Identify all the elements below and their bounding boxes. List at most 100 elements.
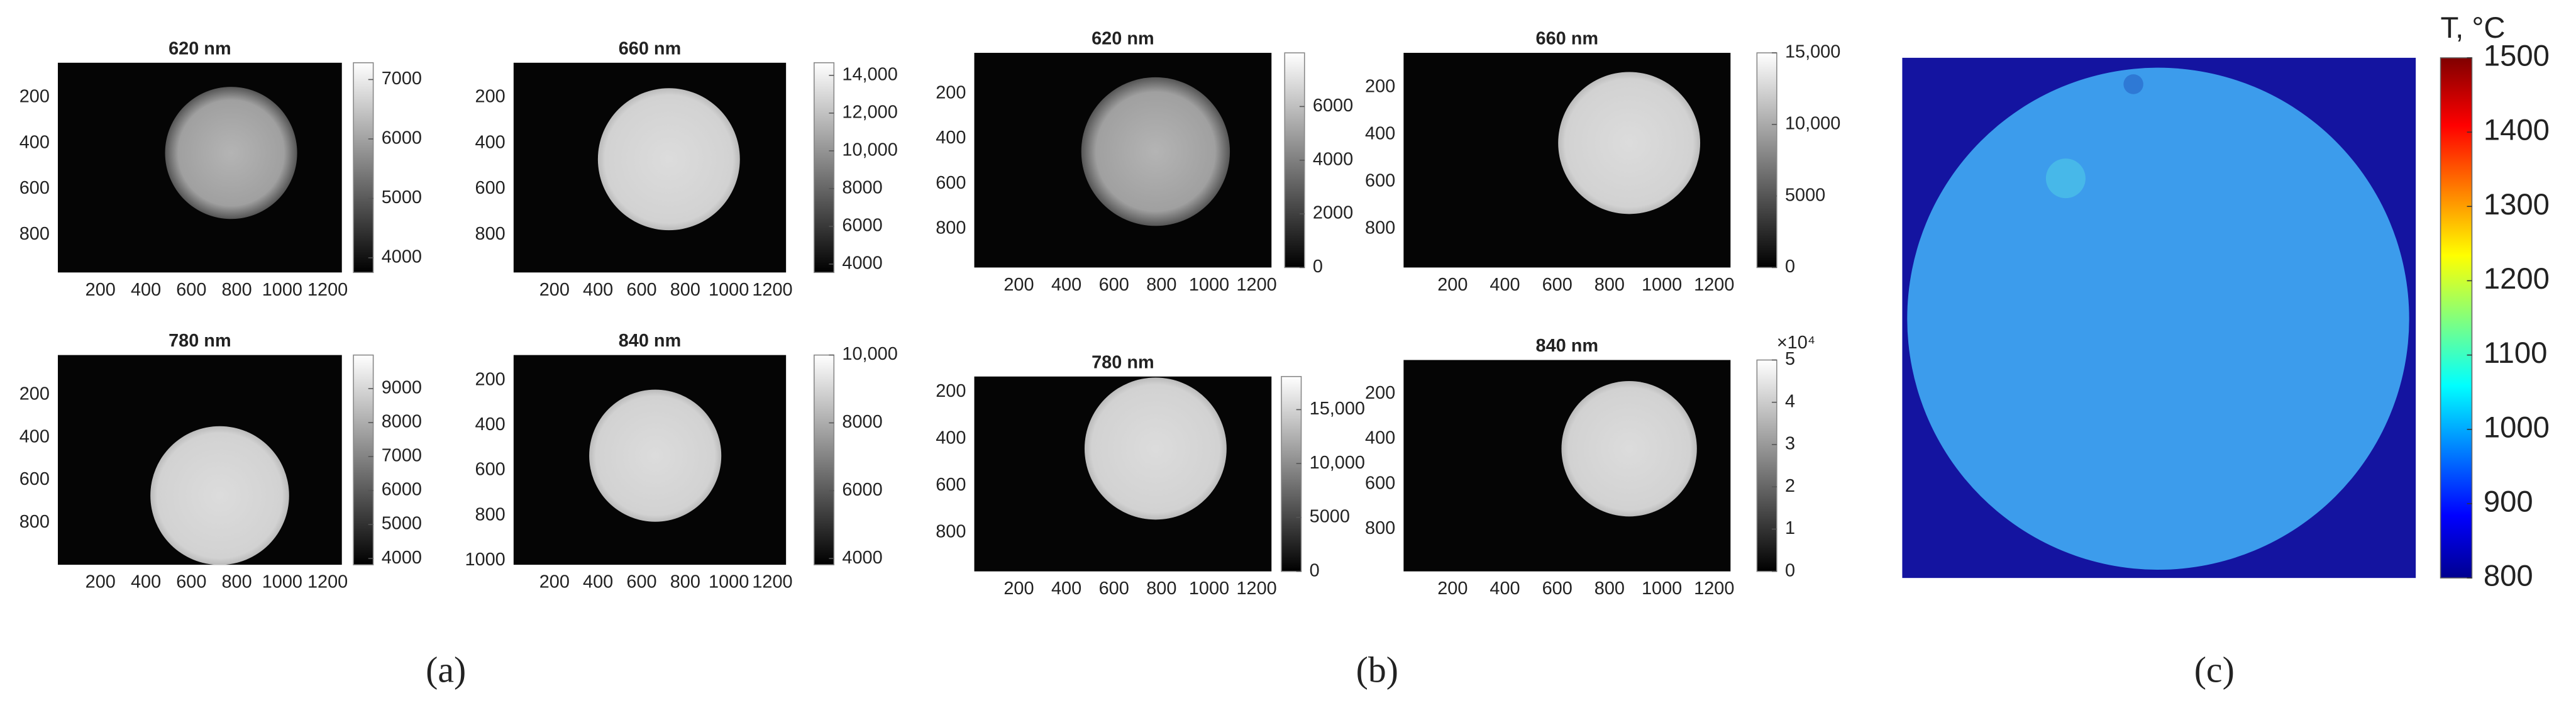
x-tick-label: 1200 xyxy=(1694,579,1734,599)
colorbar-tick-label: 9000 xyxy=(382,378,422,398)
x-tick-label: 1200 xyxy=(752,280,792,300)
x-tick-label: 1000 xyxy=(709,280,749,300)
x-tick-label: 1200 xyxy=(307,572,348,592)
y-tick-label: 600 xyxy=(936,173,966,193)
colorbar-tick-label: 6000 xyxy=(842,480,882,500)
colorbar-tick-label: 1000 xyxy=(2484,411,2550,444)
y-tick-label: 200 xyxy=(1365,76,1395,96)
colorbar xyxy=(814,354,835,565)
x-tick-label: 800 xyxy=(670,280,700,300)
plot-title: 660 nm xyxy=(1536,29,1599,49)
plot-title: 620 nm xyxy=(1092,29,1154,49)
colorbar-tick-label: 1200 xyxy=(2484,262,2550,296)
colorbar xyxy=(1756,52,1777,269)
colorbar-tick-label: 10,000 xyxy=(842,140,897,160)
colorbar-tick-label: 10,000 xyxy=(842,344,897,364)
x-tick-label: 200 xyxy=(1437,275,1468,295)
x-tick-label: 600 xyxy=(626,280,656,300)
x-tick-label: 1200 xyxy=(307,280,348,300)
y-tick-label: 600 xyxy=(1365,171,1395,191)
y-tick-label: 400 xyxy=(1365,428,1395,448)
colorbar-tick-label: 6000 xyxy=(842,216,882,236)
colorbar-tick-label: 6000 xyxy=(1313,96,1353,116)
panel-label: (b) xyxy=(1356,651,1398,690)
colorbar-tick-label: 4000 xyxy=(1313,149,1353,169)
colorbar-tick-label: 15,000 xyxy=(1785,42,1840,62)
x-tick-label: 1000 xyxy=(709,572,749,592)
x-tick-label: 200 xyxy=(86,572,116,592)
sample-disk xyxy=(150,426,289,565)
x-tick-label: 200 xyxy=(1003,579,1034,599)
colorbar-tick-label: 1300 xyxy=(2484,188,2550,221)
colorbar-tick-label: 5000 xyxy=(1310,507,1350,527)
colorbar-tick-label: 4000 xyxy=(382,247,422,267)
y-tick-label: 200 xyxy=(1365,383,1395,403)
colorbar-tick-label: 8000 xyxy=(382,412,422,432)
colorbar-tick-label: 5 xyxy=(1785,349,1795,369)
colorbar-tick-label: 0 xyxy=(1310,560,1320,580)
x-tick-label: 400 xyxy=(583,280,613,300)
plot-title: 840 nm xyxy=(1536,336,1599,356)
temperature-disk xyxy=(1907,67,2409,570)
x-tick-label: 1200 xyxy=(752,572,792,592)
y-tick-label: 600 xyxy=(19,178,50,198)
colorbar-tick-label: 4000 xyxy=(842,253,882,274)
x-tick-label: 800 xyxy=(1146,579,1176,599)
colorbar-tick-label: 4000 xyxy=(842,548,882,568)
y-tick-label: 400 xyxy=(475,414,506,435)
colorbar-tick-label: 0 xyxy=(1785,560,1795,580)
y-tick-label: 600 xyxy=(475,178,506,198)
y-tick-label: 400 xyxy=(19,132,50,152)
y-tick-label: 200 xyxy=(475,86,506,106)
y-tick-label: 400 xyxy=(936,428,966,448)
x-tick-label: 400 xyxy=(131,572,161,592)
sample-disk xyxy=(165,87,297,219)
hot-spot xyxy=(2045,158,2086,199)
colorbar-tick-label: 5000 xyxy=(382,187,422,208)
colorbar-tick-label: 2000 xyxy=(1313,203,1353,223)
y-tick-label: 400 xyxy=(1365,123,1395,143)
colorbar-tick-label: 2 xyxy=(1785,476,1795,496)
colorbar xyxy=(814,62,835,274)
colorbar-tick-label: 5000 xyxy=(382,514,422,534)
colorbar-tick-label: 10,000 xyxy=(1785,113,1840,133)
plot-title: 840 nm xyxy=(619,331,682,351)
colorbar-tick-label: 7000 xyxy=(382,446,422,466)
y-tick-label: 800 xyxy=(475,224,506,244)
x-tick-label: 400 xyxy=(583,572,613,592)
x-tick-label: 400 xyxy=(1051,579,1081,599)
x-tick-label: 800 xyxy=(1595,275,1625,295)
x-tick-label: 200 xyxy=(1437,579,1468,599)
y-tick-label: 800 xyxy=(936,521,966,541)
x-tick-label: 800 xyxy=(221,572,252,592)
y-tick-label: 400 xyxy=(19,426,50,446)
colorbar-tick-label: 0 xyxy=(1785,257,1795,277)
colorbar-tick-label: 1500 xyxy=(2484,39,2550,72)
y-tick-label: 800 xyxy=(475,504,506,524)
y-tick-label: 200 xyxy=(936,381,966,401)
colorbar-tick-label: 7000 xyxy=(382,69,422,89)
x-tick-label: 1000 xyxy=(262,280,302,300)
y-tick-label: 200 xyxy=(475,369,506,389)
y-tick-label: 200 xyxy=(19,384,50,404)
colorbar-tick-label: 0 xyxy=(1313,257,1323,277)
x-tick-label: 1000 xyxy=(1642,275,1682,295)
panel-label: (a) xyxy=(426,651,466,690)
x-tick-label: 800 xyxy=(1595,579,1625,599)
x-tick-label: 400 xyxy=(131,280,161,300)
x-tick-label: 1000 xyxy=(1189,275,1229,295)
y-tick-label: 800 xyxy=(19,224,50,244)
colorbar-tick-label: 800 xyxy=(2484,560,2533,593)
colorbar-tick-label: 1 xyxy=(1785,518,1795,538)
colorbar-tick-label: 4 xyxy=(1785,391,1795,411)
x-tick-label: 800 xyxy=(670,572,700,592)
x-tick-label: 1000 xyxy=(1642,579,1682,599)
x-tick-label: 400 xyxy=(1490,579,1520,599)
x-tick-label: 400 xyxy=(1490,275,1520,295)
plot-title: 780 nm xyxy=(169,331,231,351)
plot-title: 620 nm xyxy=(169,38,231,58)
x-tick-label: 200 xyxy=(86,280,116,300)
colorbar-tick-label: 5000 xyxy=(1785,185,1825,205)
panel-label: (c) xyxy=(2194,651,2235,690)
